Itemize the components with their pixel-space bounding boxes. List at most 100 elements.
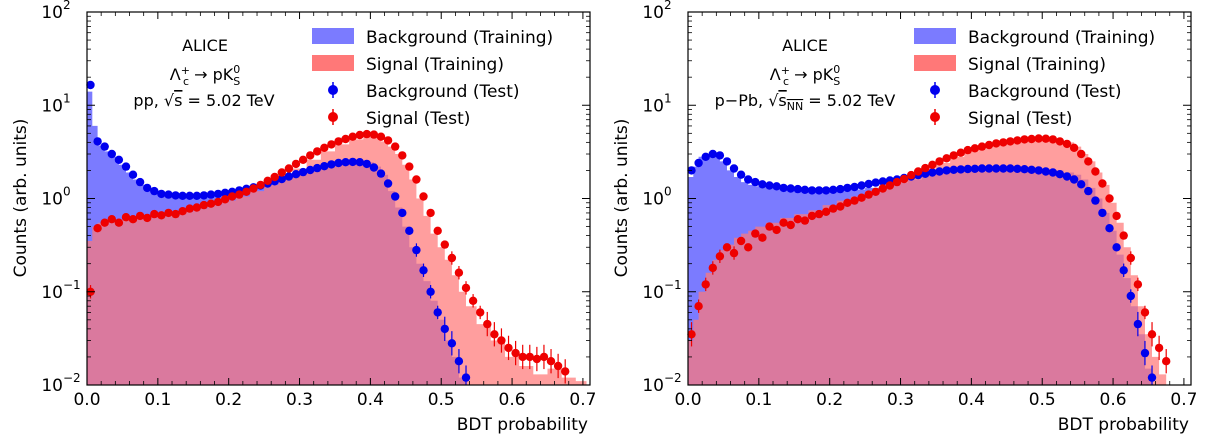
- marker: [476, 308, 485, 317]
- marker: [1112, 211, 1121, 221]
- data-point: [885, 181, 895, 190]
- data-point: [1126, 289, 1136, 303]
- marker: [1062, 139, 1072, 149]
- hist-signal-training: [688, 138, 1167, 385]
- marker: [772, 182, 781, 191]
- y-tick-label: 10: [41, 376, 63, 396]
- data-point: [1112, 243, 1121, 252]
- data-point: [546, 349, 556, 374]
- right-annotation: ALICE Λ+ c → pK0 S p−Pb, √sNN = 5.02 TeV: [715, 36, 896, 113]
- legend-swatch-bkg-train: [914, 28, 956, 44]
- data-point: [1098, 208, 1107, 218]
- marker: [355, 158, 364, 167]
- left-annotation-experiment: ALICE: [182, 36, 228, 55]
- data-point: [320, 162, 329, 171]
- marker: [1098, 208, 1107, 218]
- data-point: [348, 132, 357, 141]
- y-tick-exponent: 0: [63, 185, 71, 199]
- marker: [291, 159, 301, 169]
- marker: [970, 164, 980, 173]
- data-point: [949, 165, 958, 174]
- marker: [128, 170, 138, 179]
- marker: [1006, 137, 1015, 146]
- marker: [376, 169, 386, 178]
- marker: [150, 186, 159, 196]
- marker: [1013, 136, 1022, 145]
- data-point: [383, 136, 393, 145]
- data-point: [736, 170, 746, 179]
- marker: [157, 211, 166, 220]
- marker: [348, 157, 357, 167]
- marker: [694, 158, 703, 168]
- data-point: [150, 209, 159, 219]
- data-point: [687, 322, 696, 347]
- data-point: [199, 200, 209, 210]
- data-point: [899, 174, 909, 184]
- data-point: [143, 213, 152, 223]
- data-point: [970, 144, 980, 153]
- marker: [992, 164, 1001, 173]
- marker: [412, 175, 421, 184]
- data-point: [426, 208, 435, 218]
- y-tick-exponent: −2: [63, 371, 81, 385]
- data-point: [814, 209, 824, 219]
- data-point: [93, 137, 102, 146]
- legend-marker-sig-test: [930, 112, 940, 122]
- marker: [199, 200, 209, 210]
- marker: [362, 159, 371, 169]
- x-tick-label: 0.6: [1100, 390, 1127, 410]
- data-point: [440, 316, 449, 342]
- marker: [539, 352, 549, 362]
- data-point: [878, 184, 887, 193]
- marker: [483, 319, 492, 329]
- data-point: [277, 174, 286, 184]
- marker: [284, 164, 294, 173]
- marker: [1147, 373, 1157, 382]
- data-point: [1055, 137, 1065, 146]
- data-point: [956, 148, 965, 157]
- data-point: [107, 215, 117, 224]
- marker: [391, 142, 400, 151]
- data-point: [369, 163, 379, 172]
- marker: [546, 357, 556, 366]
- legend-swatch-sig-train: [312, 55, 354, 71]
- marker: [871, 187, 880, 196]
- marker: [213, 197, 223, 207]
- data-point: [504, 335, 513, 361]
- marker: [192, 191, 201, 200]
- data-point: [128, 215, 138, 224]
- data-point: [1105, 224, 1114, 233]
- y-tick-exponent: −2: [664, 371, 682, 385]
- marker: [454, 357, 464, 366]
- x-tick-label: 0.2: [215, 390, 242, 410]
- legend-label-sig-test: Signal (Test): [968, 109, 1072, 129]
- y-tick-exponent: 0: [664, 185, 672, 199]
- data-point: [306, 165, 315, 175]
- marker: [935, 167, 944, 176]
- data-point: [412, 175, 421, 184]
- marker: [1091, 167, 1100, 176]
- y-tick-label: 10: [642, 283, 664, 303]
- y-tick-label: 10: [642, 96, 664, 116]
- data-point: [157, 211, 166, 220]
- marker: [885, 181, 895, 190]
- marker: [220, 188, 230, 197]
- marker: [1140, 308, 1150, 317]
- data-point: [836, 202, 845, 211]
- legend-label-sig-train: Signal (Training): [968, 55, 1106, 75]
- data-point: [942, 154, 951, 163]
- marker: [313, 163, 322, 173]
- marker: [320, 162, 329, 171]
- marker: [114, 155, 124, 164]
- data-point: [334, 137, 343, 146]
- marker: [977, 164, 987, 173]
- data-point: [412, 243, 421, 257]
- marker: [857, 193, 866, 202]
- data-point: [715, 151, 725, 160]
- legend-swatch-sig-train: [914, 55, 956, 71]
- data-point: [192, 203, 201, 212]
- data-point: [1041, 134, 1051, 143]
- data-point: [935, 157, 944, 166]
- data-point: [722, 157, 732, 166]
